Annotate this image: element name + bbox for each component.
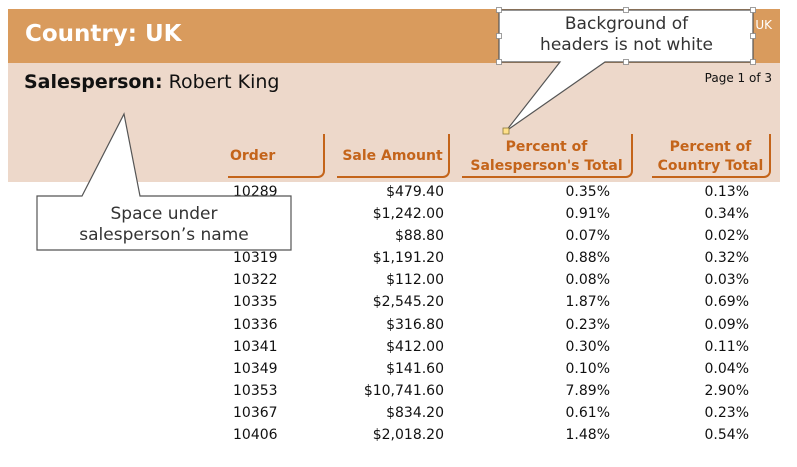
table-row: 10322 $112.00 0.08% 0.03% [0, 270, 797, 292]
table-row: 10341 $412.00 0.30% 0.11% [0, 337, 797, 359]
header-background-callout: Background of headers is not white [500, 14, 753, 56]
table-row: 10353 $10,741.60 7.89% 2.90% [0, 381, 797, 403]
percent-salesperson-cell: 0.88% [565, 250, 610, 267]
table-row: 10336 $316.80 0.23% 0.09% [0, 315, 797, 337]
sale-amount-cell: $10,741.60 [363, 382, 444, 399]
percent-country-cell: 0.54% [704, 427, 749, 444]
sale-amount-cell: $834.20 [386, 404, 444, 421]
percent-salesperson-cell: 0.91% [565, 206, 610, 223]
header-background-callout-line2: headers is not white [540, 35, 713, 55]
column-header-percent-salesperson-line1: Percent of [505, 139, 588, 155]
table-row: 10367 $834.20 0.61% 0.23% [0, 403, 797, 425]
selection-handle [750, 59, 756, 65]
selection-handle [623, 7, 629, 13]
salesperson-space-callout-line1: Space under [110, 204, 218, 224]
sale-amount-cell: $1,242.00 [372, 206, 444, 223]
column-header-order: Order [228, 134, 325, 178]
percent-salesperson-cell: 0.23% [565, 316, 610, 333]
salesperson-line: Salesperson: Robert King [24, 71, 279, 93]
selection-handle [750, 33, 756, 39]
sale-amount-cell: $112.00 [386, 272, 444, 289]
page-indicator: Page 1 of 3 [704, 71, 772, 85]
sale-amount-cell: $2,018.20 [372, 427, 444, 444]
country-title: Country: UK [25, 21, 182, 47]
table-row: 10349 $141.60 0.10% 0.04% [0, 359, 797, 381]
salesperson-space-callout-shape [36, 112, 292, 251]
percent-salesperson-cell: 0.30% [565, 338, 610, 355]
percent-salesperson-cell: 0.35% [565, 184, 610, 200]
percent-country-cell: 0.04% [704, 360, 749, 377]
sale-amount-cell: $2,545.20 [372, 294, 444, 311]
sale-amount-cell: $141.60 [386, 360, 444, 377]
selection-handle [750, 7, 756, 13]
table-row: 10319 $1,191.20 0.88% 0.32% [0, 248, 797, 270]
selection-handle [496, 59, 502, 65]
order-cell: 10319 [233, 250, 278, 267]
table-row: 10308$88.800.07%0.02% [0, 226, 797, 248]
column-header-sale-amount: Sale Amount [337, 134, 450, 178]
column-header-percent-salesperson-line2: Salesperson's Total [470, 158, 623, 174]
salesperson-name: Robert King [168, 71, 280, 93]
page-header-band [8, 63, 780, 182]
table-row: 10406 $2,018.20 1.48% 0.54% [0, 425, 797, 447]
selection-handle [496, 33, 502, 39]
percent-salesperson-cell: 0.10% [565, 360, 610, 377]
column-header-sale-amount-label: Sale Amount [342, 148, 443, 164]
order-cell: 10406 [233, 427, 278, 444]
data-rows: 10289$479.400.35%0.13%10303$1,242.000.91… [0, 182, 797, 447]
column-header-order-label: Order [230, 148, 276, 164]
order-cell: 10322 [233, 272, 278, 289]
column-header-percent-salesperson: Percent of Salesperson's Total [462, 134, 633, 178]
percent-salesperson-cell: 0.07% [565, 228, 610, 245]
percent-salesperson-cell: 0.08% [565, 272, 610, 289]
order-cell: 10353 [233, 382, 278, 399]
percent-country-cell: 0.09% [704, 316, 749, 333]
percent-salesperson-cell: 0.61% [565, 404, 610, 421]
table-row: 10335 $2,545.20 1.87% 0.69% [0, 292, 797, 314]
order-cell: 10335 [233, 294, 278, 311]
percent-country-cell: 2.90% [704, 382, 749, 399]
column-header-percent-country: Percent of Country Total [652, 134, 771, 178]
salesperson-label: Salesperson: [24, 71, 163, 93]
order-cell: 10367 [233, 404, 278, 421]
header-background-callout-line1: Background of [564, 14, 689, 34]
percent-country-cell: 0.02% [704, 228, 749, 245]
country-code: UK [755, 18, 772, 32]
sale-amount-cell: $316.80 [386, 316, 444, 333]
order-cell: 10336 [233, 316, 278, 333]
sale-amount-cell: $412.00 [386, 338, 444, 355]
sale-amount-cell: $88.80 [395, 228, 444, 245]
percent-salesperson-cell: 7.89% [565, 382, 610, 399]
percent-country-cell: 0.03% [704, 272, 749, 289]
percent-country-cell: 0.32% [704, 250, 749, 267]
salesperson-space-callout-line2: salesperson’s name [79, 225, 249, 245]
header-background-callout-shape [498, 9, 754, 132]
selection-handle [496, 7, 502, 13]
order-cell: 10349 [233, 360, 278, 377]
salesperson-space-callout: Space under salesperson’s name [38, 204, 290, 246]
percent-country-cell: 0.13% [704, 184, 749, 200]
column-header-percent-country-line1: Percent of [669, 139, 752, 155]
order-cell: 10341 [233, 338, 278, 355]
percent-salesperson-cell: 1.87% [565, 294, 610, 311]
column-header-percent-country-line2: Country Total [657, 158, 764, 174]
sale-amount-cell: $1,191.20 [372, 250, 444, 267]
selection-handle [623, 59, 629, 65]
percent-country-cell: 0.11% [704, 338, 749, 355]
callout-adjust-handle [502, 127, 510, 135]
percent-salesperson-cell: 1.48% [565, 427, 610, 444]
percent-country-cell: 0.23% [704, 404, 749, 421]
percent-country-cell: 0.69% [704, 294, 749, 311]
sale-amount-cell: $479.40 [386, 184, 444, 200]
percent-country-cell: 0.34% [704, 206, 749, 223]
